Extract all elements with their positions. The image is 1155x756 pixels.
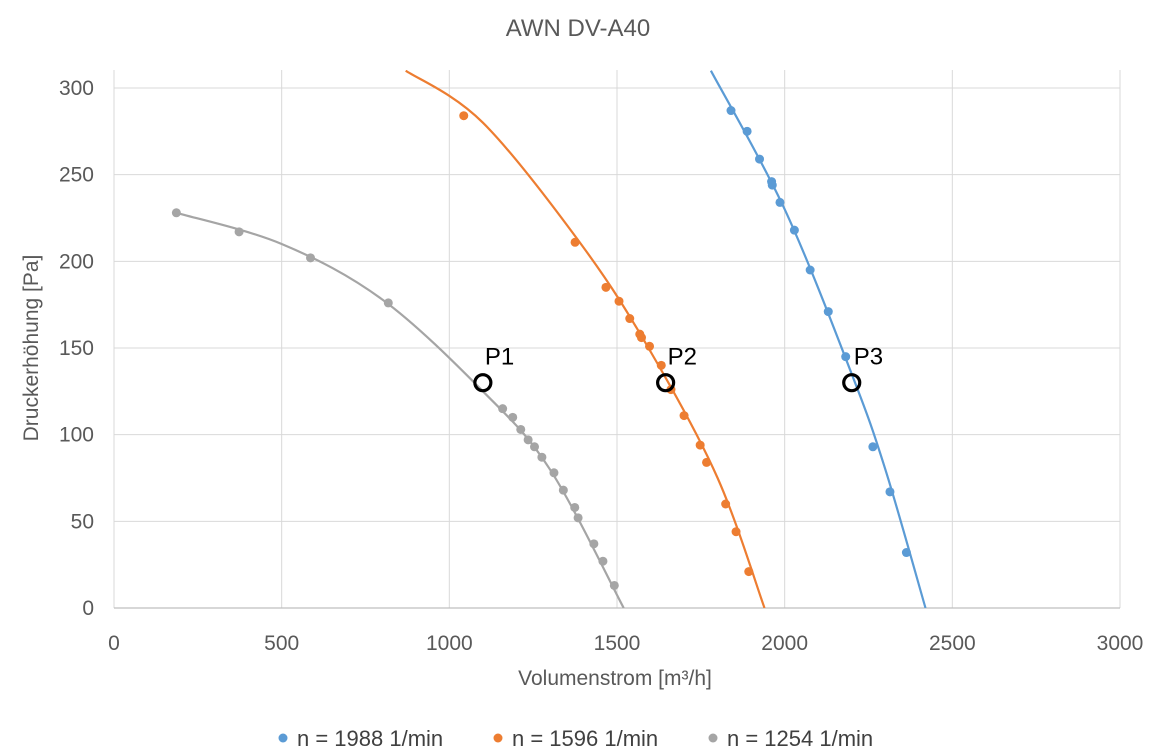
x-tick-label: 0	[108, 632, 120, 655]
data-point-series-3	[498, 404, 508, 414]
data-point-series-2	[614, 296, 624, 306]
x-tick-label: 1500	[594, 632, 641, 655]
data-point-series-1	[841, 352, 851, 362]
data-point-series-2	[721, 499, 731, 509]
operating-point-marker	[842, 373, 862, 393]
y-tick-label: 250	[59, 164, 94, 187]
data-point-series-3	[383, 298, 393, 308]
y-tick-label: 200	[59, 250, 94, 273]
data-point-series-2	[695, 440, 705, 450]
data-point-series-2	[625, 314, 635, 324]
data-point-series-2	[459, 111, 469, 121]
y-axis-ticks: 0 50 100 150 200 250 300	[59, 77, 94, 620]
data-point-series-1	[885, 487, 895, 497]
data-point-series-3	[573, 513, 583, 523]
data-point-series-3	[589, 539, 599, 549]
x-tick-label: 1000	[426, 632, 473, 655]
data-points	[171, 106, 911, 590]
legend-marker-series-3	[708, 733, 718, 743]
data-point-series-1	[868, 442, 878, 452]
y-tick-label: 100	[59, 424, 94, 447]
legend-marker-series-2	[493, 733, 503, 743]
data-point-series-1	[901, 548, 911, 558]
data-point-series-2	[656, 360, 666, 370]
legend-label-series-3: n = 1254 1/min	[727, 726, 873, 751]
data-point-series-1	[726, 106, 736, 116]
data-point-series-3	[549, 468, 559, 478]
data-point-series-2	[645, 341, 655, 351]
x-tick-label: 3000	[1097, 632, 1144, 655]
x-tick-label: 2000	[761, 632, 808, 655]
data-point-series-2	[731, 527, 741, 537]
data-point-series-3	[306, 253, 316, 263]
legend-marker-series-1	[278, 733, 288, 743]
y-tick-label: 300	[59, 77, 94, 100]
legend-label-series-1: n = 1988 1/min	[297, 726, 443, 751]
operating-point-label: P1	[485, 344, 514, 371]
trend-lines	[176, 70, 927, 608]
chart-title: AWN DV-A40	[506, 15, 650, 42]
trend-line-series-1	[709, 70, 927, 608]
y-tick-label: 50	[71, 510, 94, 533]
x-tick-label: 2500	[929, 632, 976, 655]
data-point-series-3	[570, 502, 580, 512]
data-point-series-1	[789, 225, 799, 235]
operating-point-label: P2	[668, 344, 697, 371]
x-axis-title: Volumenstrom [m³/h]	[518, 667, 712, 690]
data-point-series-2	[570, 237, 580, 247]
data-point-series-1	[823, 307, 833, 317]
data-point-series-2	[702, 457, 712, 467]
operating-point-marker	[473, 373, 493, 393]
data-point-series-3	[234, 227, 244, 237]
data-point-series-1	[755, 154, 765, 164]
data-point-series-3	[516, 424, 526, 434]
data-point-series-2	[601, 282, 611, 292]
data-point-series-3	[171, 208, 181, 218]
gridlines	[113, 70, 1121, 609]
data-point-series-3	[508, 412, 518, 422]
legend: n = 1988 1/min n = 1596 1/min n = 1254 1/m…	[278, 726, 873, 751]
trend-line-series-2	[405, 70, 766, 608]
data-point-series-2	[744, 567, 754, 577]
operating-points: P1 P2 P3	[473, 344, 883, 393]
y-tick-label: 0	[82, 597, 94, 620]
data-point-series-2	[679, 411, 689, 421]
trend-line-series-3	[176, 211, 625, 608]
data-point-series-3	[598, 556, 608, 566]
operating-point-label: P3	[854, 344, 883, 371]
data-point-series-1	[742, 126, 752, 136]
operating-point-marker	[656, 373, 676, 393]
data-point-series-3	[523, 435, 533, 445]
x-tick-label: 500	[264, 632, 299, 655]
legend-label-series-2: n = 1596 1/min	[512, 726, 658, 751]
data-point-series-1	[805, 265, 815, 275]
y-tick-label: 150	[59, 337, 94, 360]
data-point-series-3	[537, 452, 547, 462]
data-point-series-3	[609, 580, 619, 590]
data-point-series-1	[767, 180, 777, 190]
x-axis-ticks: 0 500 1000 1500 2000 2500 3000	[108, 632, 1143, 655]
data-point-series-1	[775, 197, 785, 207]
data-point-series-2	[636, 333, 646, 343]
data-point-series-3	[530, 442, 540, 452]
y-axis-title: Druckerhöhung [Pa]	[20, 255, 43, 442]
data-point-series-3	[558, 485, 568, 495]
